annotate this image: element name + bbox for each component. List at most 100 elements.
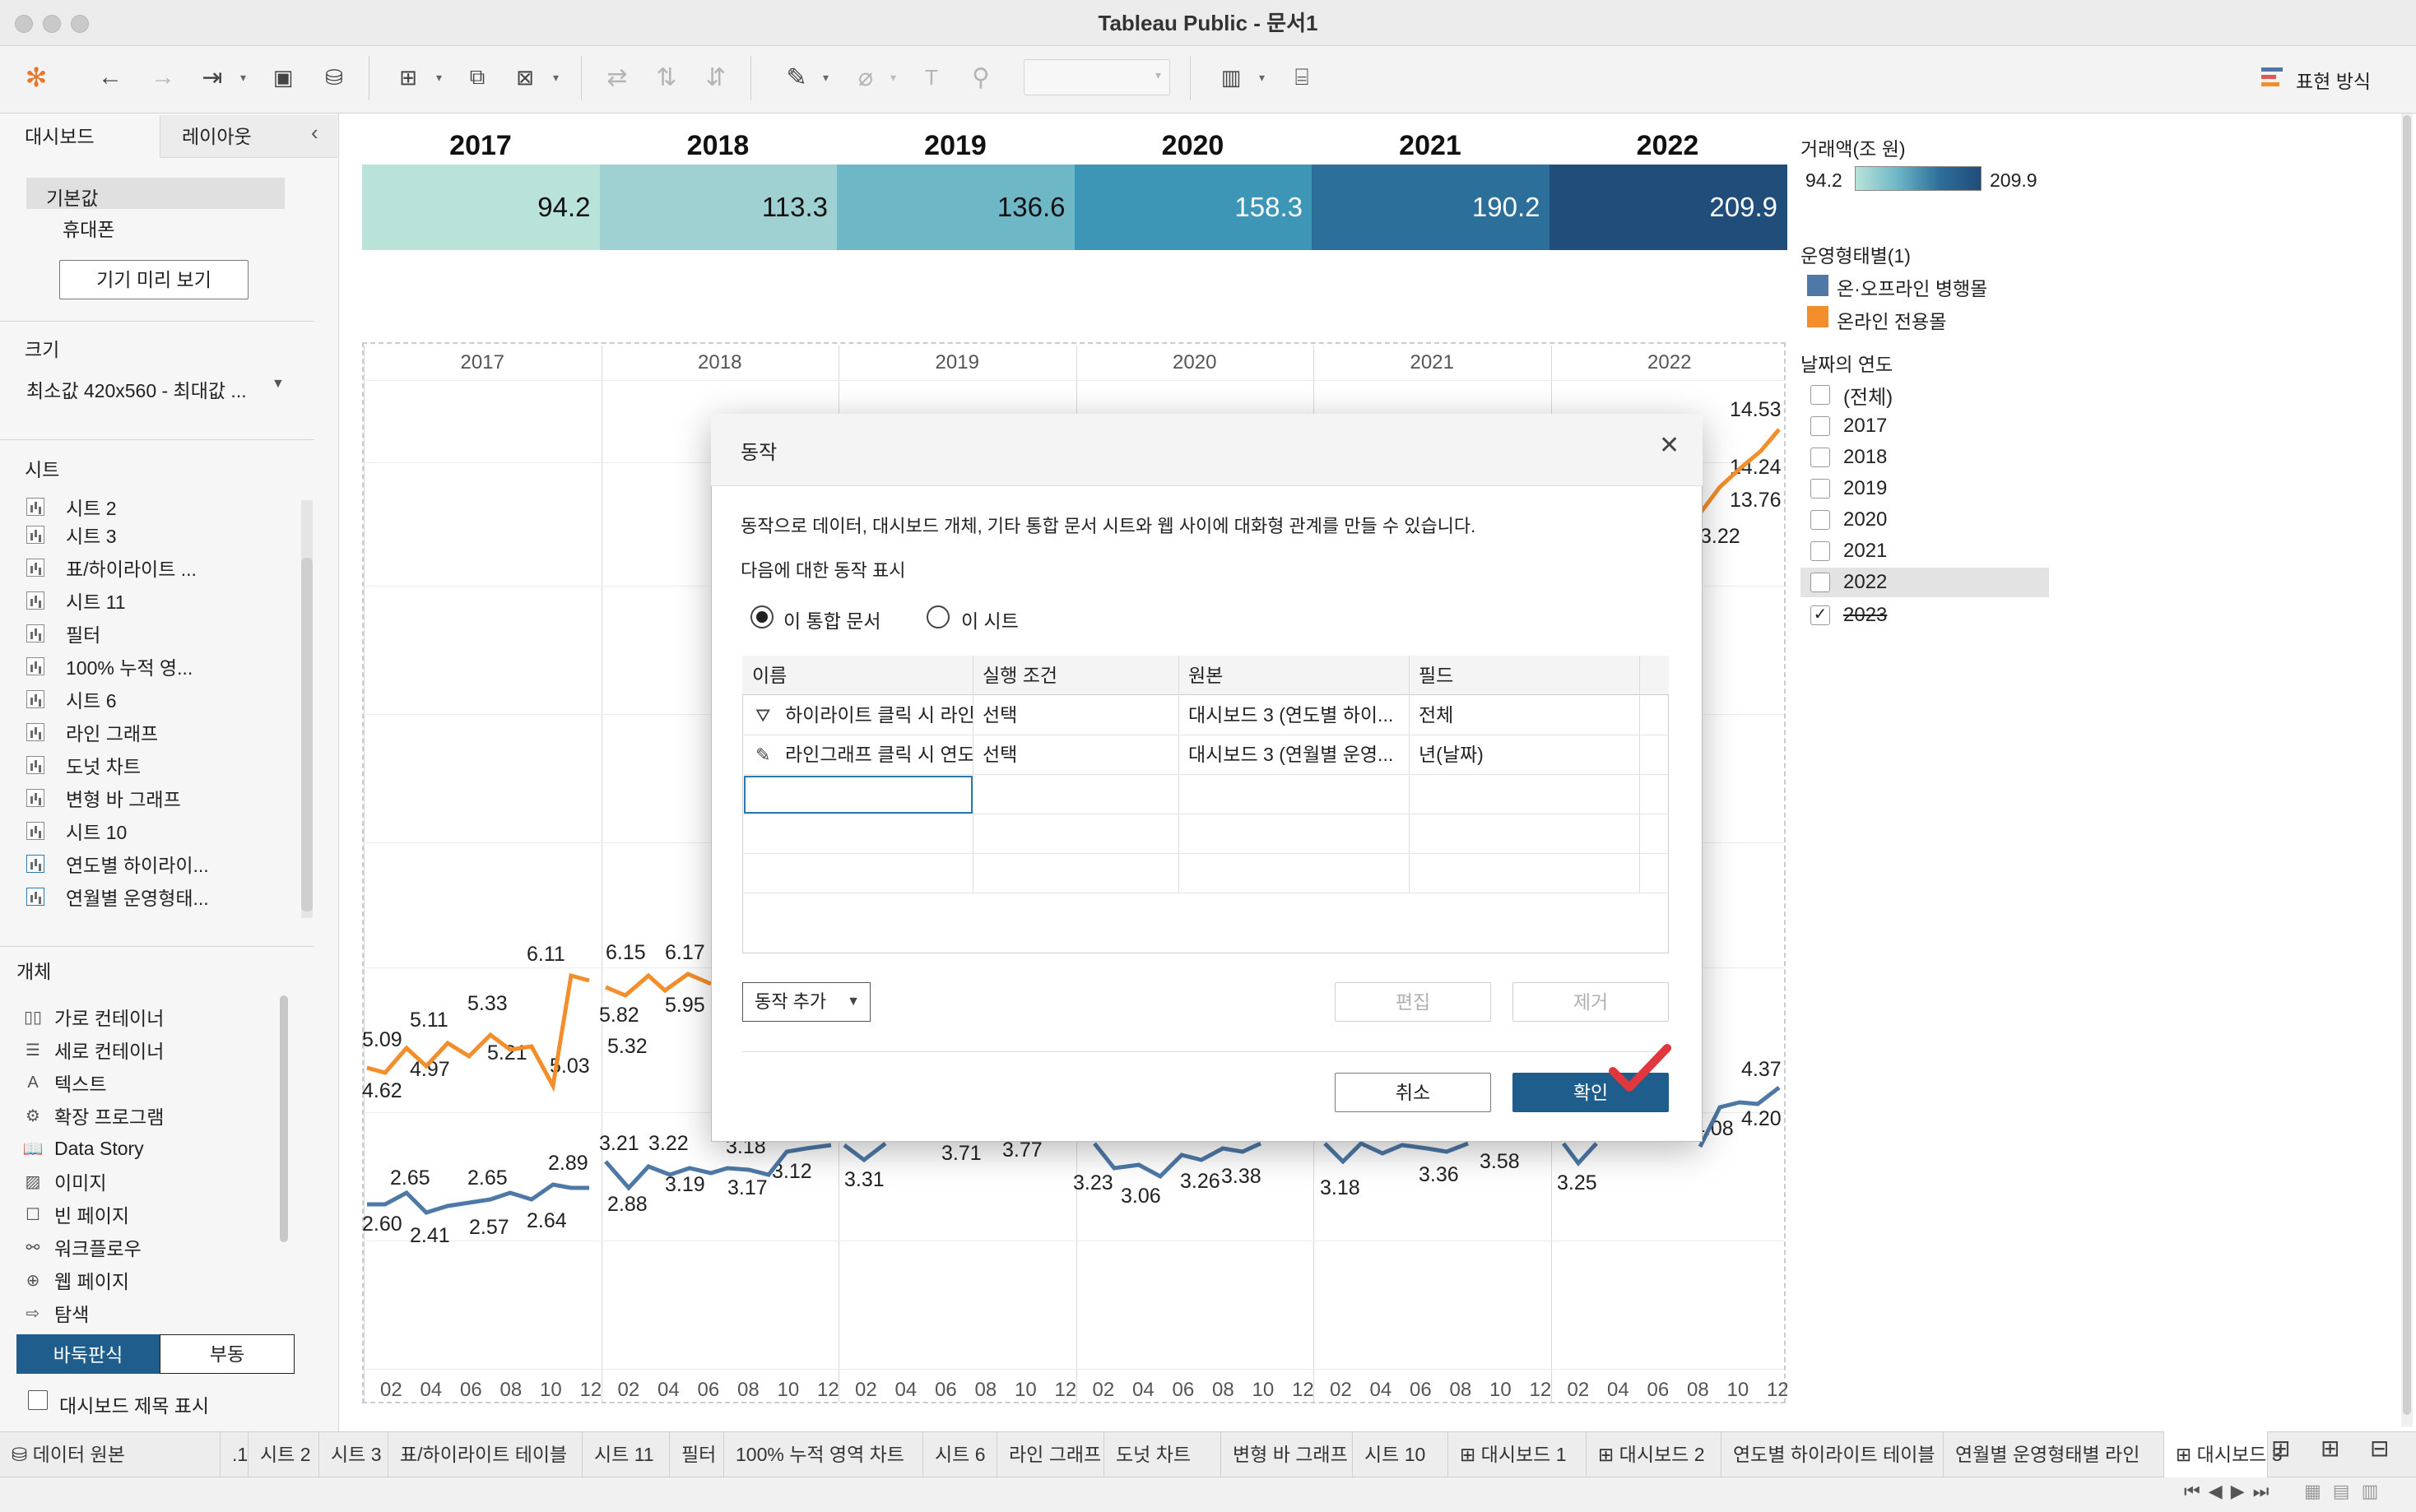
sheet-item[interactable]: 100% 누적 영... — [26, 650, 193, 683]
object-navigation[interactable]: ⇨ 탐색 — [21, 1296, 90, 1329]
legend-swatch-online[interactable] — [1807, 306, 1828, 327]
save-icon[interactable]: ▣ — [272, 64, 294, 90]
sheet-item[interactable]: 시트 6 — [26, 683, 117, 716]
sheet-tab[interactable]: 시트 11 — [583, 1431, 670, 1477]
year-filter-item[interactable]: ✓ 2023 — [1800, 601, 2049, 630]
sheet-tab[interactable]: 필터 — [670, 1431, 724, 1477]
add-action-dropdown[interactable]: 동작 추가 ▼ — [742, 982, 871, 1022]
radio-workbook-label[interactable]: 이 통합 문서 — [783, 610, 881, 632]
sort-asc-icon[interactable]: ⇅ — [656, 63, 677, 91]
year-filter-item[interactable]: 2020 — [1800, 505, 2049, 535]
caret-icon[interactable]: ▾ — [553, 71, 560, 84]
show-me-icon[interactable] — [2260, 64, 2286, 90]
object-text[interactable]: A 텍스트 — [21, 1066, 106, 1099]
sheet-tab[interactable]: 시트 2 — [249, 1431, 319, 1477]
duplicate-sheet-icon[interactable]: ⧉ — [469, 64, 486, 89]
sheet-tab[interactable]: 시트 3 — [319, 1431, 388, 1477]
presentation-icon[interactable]: ⌸ — [1294, 63, 1309, 90]
sheet-tab[interactable]: ⊞ 대시보드 1 — [1448, 1431, 1587, 1477]
sheet-item[interactable]: 시트 11 — [26, 584, 126, 617]
object-blank[interactable]: ☐ 빈 페이지 — [21, 1198, 129, 1231]
objects-scrollbar[interactable] — [280, 995, 288, 1242]
object-vertical-container[interactable]: ☰ 세로 컨테이너 — [21, 1033, 164, 1066]
sheet-tab[interactable]: 100% 누적 영역 차트 — [724, 1431, 923, 1477]
group-icon[interactable]: ⌀ — [857, 63, 874, 91]
new-datasource-icon[interactable]: ⛁ — [325, 64, 343, 90]
caret-icon[interactable]: ▾ — [1259, 71, 1266, 84]
caret-icon[interactable]: ▾ — [436, 71, 443, 84]
radio-workbook[interactable] — [750, 605, 774, 628]
heatmap-cell[interactable]: 113.3 — [599, 165, 838, 250]
new-story-tab-icon[interactable]: ⊟ — [2370, 1435, 2390, 1461]
size-dropdown-caret-icon[interactable]: ▼ — [272, 377, 285, 391]
sheet-tab[interactable]: 라인 그래프 — [997, 1431, 1104, 1477]
forward-icon[interactable]: → — [151, 63, 175, 90]
object-horizontal-container[interactable]: ▯▯ 가로 컨테이너 — [21, 1000, 164, 1033]
column-header-trigger[interactable]: 실행 조건 — [983, 665, 1058, 686]
year-filter-item[interactable]: 2021 — [1800, 536, 2049, 566]
caret-icon[interactable]: ▾ — [823, 71, 829, 84]
sheet-tab[interactable]: 도넛 차트 — [1104, 1431, 1221, 1477]
tab-dashboard[interactable]: 대시보드 — [0, 115, 160, 158]
device-phone[interactable]: 휴대폰 — [63, 219, 115, 240]
year-filter-item-hover[interactable]: 2022 — [1800, 568, 2049, 597]
device-default[interactable]: 기본값 — [46, 188, 99, 209]
tableau-logo-icon[interactable]: ✻ — [25, 63, 48, 92]
caret-icon[interactable]: ▾ — [890, 71, 897, 84]
tab-layout[interactable]: 레이아웃 — [160, 115, 337, 158]
object-extension[interactable]: ⚙ 확장 프로그램 — [21, 1099, 164, 1132]
new-worksheet-tab-icon[interactable]: ⊞ — [2271, 1435, 2291, 1461]
heatmap-cell[interactable]: 158.3 — [1074, 165, 1313, 250]
tab-data-source[interactable]: ⛁ 데이터 원본 — [0, 1431, 221, 1477]
tiled-toggle[interactable]: 바둑판식 — [16, 1334, 160, 1374]
minimize-window-button[interactable] — [43, 15, 61, 33]
radio-sheet-label[interactable]: 이 시트 — [961, 610, 1019, 632]
show-me-label[interactable]: 표현 방식 — [2296, 71, 2372, 92]
sort-desc-icon[interactable]: ⇵ — [705, 63, 727, 91]
sheet-tab[interactable]: 변형 바 그래프 — [1221, 1431, 1353, 1477]
remove-button[interactable]: 제거 — [1512, 982, 1669, 1022]
close-icon[interactable]: ✕ — [1659, 432, 1680, 459]
caret-icon[interactable]: ▾ — [240, 71, 247, 84]
year-filter-item[interactable]: 2019 — [1800, 474, 2049, 503]
back-icon[interactable]: ← — [98, 63, 123, 90]
object-workflow[interactable]: ⚯ 워크플로우 — [21, 1231, 142, 1264]
sheet-tab[interactable]: 연월별 운영형태별 라인 — [1944, 1431, 2164, 1477]
highlight-icon[interactable]: ✎ — [786, 63, 807, 91]
zoom-window-button[interactable] — [71, 15, 89, 33]
new-dashboard-tab-icon[interactable]: ⊞ — [2321, 1435, 2340, 1461]
sheet-item[interactable]: 연도별 하이라이... — [26, 847, 209, 880]
sheet-tab[interactable]: ⊞ 대시보드 3 — [2164, 1431, 2283, 1477]
heatmap-cell[interactable]: 136.6 — [837, 165, 1076, 250]
sheets-scrollbar[interactable] — [301, 500, 313, 918]
floating-toggle[interactable]: 부동 — [160, 1334, 295, 1374]
sheet-tab[interactable]: 표/하이라이트 테이블 — [388, 1431, 583, 1477]
new-worksheet-icon[interactable]: ⊞ — [399, 64, 417, 90]
sheet-item[interactable]: 표/하이라이트 ... — [26, 551, 197, 584]
new-action-cell[interactable] — [744, 776, 973, 814]
sheet-tab[interactable]: 시트 10 — [1353, 1431, 1448, 1477]
dashboard-scrollbar[interactable] — [2401, 114, 2413, 1426]
pin-icon[interactable]: ⚲ — [972, 63, 990, 91]
clear-sheet-icon[interactable]: ⊠ — [516, 64, 534, 90]
object-image[interactable]: ▨ 이미지 — [21, 1165, 107, 1198]
view-mode-icons[interactable]: ▦▤▥ — [2304, 1481, 2390, 1501]
table-row[interactable]: ✎ 라인그래프 클릭 시 연도 선택 대시보드 3 (연월별 운영... 년(날… — [742, 735, 1639, 774]
close-window-button[interactable] — [15, 15, 33, 33]
year-filter-item[interactable]: 2018 — [1800, 443, 2049, 472]
sheet-item[interactable]: 시트 3 — [26, 518, 117, 551]
show-cards-icon[interactable]: ▥ — [1220, 64, 1242, 90]
legend-label-online[interactable]: 온라인 전용몰 — [1837, 311, 1947, 332]
fit-dropdown[interactable]: ▾ — [1024, 59, 1170, 95]
sheet-item[interactable]: 연월별 운영형태... — [26, 880, 209, 913]
sheet-item[interactable]: 라인 그래프 — [26, 716, 158, 749]
swap-icon[interactable]: ⇄ — [606, 63, 628, 91]
device-preview-button[interactable]: 기기 미리 보기 — [59, 260, 249, 299]
legend-swatch-offline[interactable] — [1807, 275, 1828, 296]
sheet-item[interactable]: 시트 2 — [26, 490, 117, 523]
object-web-page[interactable]: ⊕ 웹 페이지 — [21, 1264, 129, 1296]
object-data-story[interactable]: 📖 Data Story — [22, 1137, 144, 1159]
sheet-item[interactable]: 시트 10 — [26, 814, 127, 847]
sheet-item[interactable]: 도넛 차트 — [26, 749, 141, 782]
edit-button[interactable]: 편집 — [1335, 982, 1491, 1022]
